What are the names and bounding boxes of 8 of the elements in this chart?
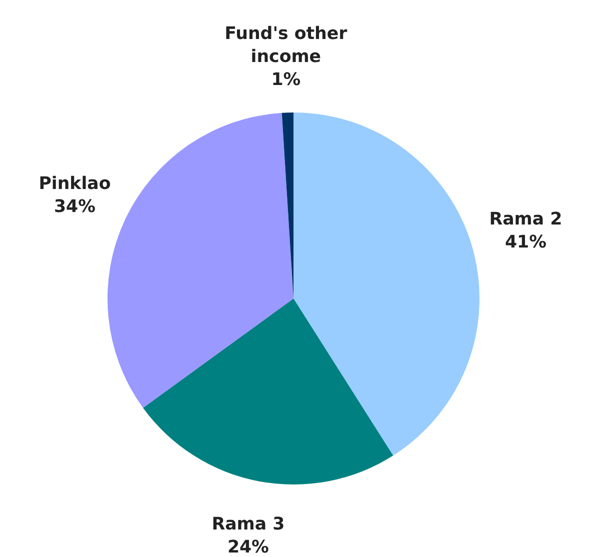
slice-label: Rama 2 [489,210,562,230]
slice-label: Fund's other income [224,24,348,67]
data-label: 34% [54,197,96,218]
data-label: 41% [504,232,546,253]
data-label: 1% [271,70,301,90]
data-label: 24% [227,538,269,557]
slice-label: Rama 3 [212,514,285,535]
slice-label: Pinklao [38,174,111,194]
